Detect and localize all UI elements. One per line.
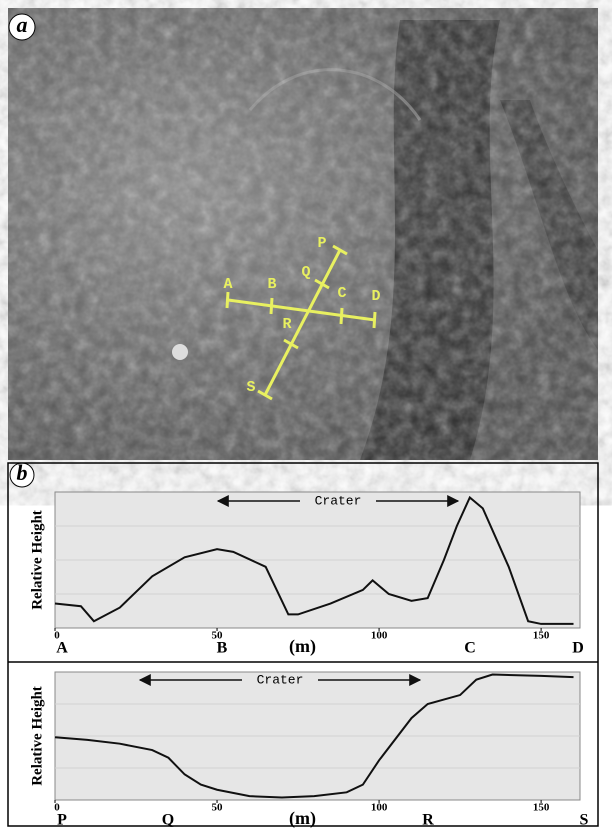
image-label: D bbox=[371, 288, 380, 305]
panel-badge bbox=[8, 13, 36, 41]
profile-line bbox=[54, 673, 574, 799]
image-label: Q bbox=[301, 264, 310, 281]
x-tick-label: 100 bbox=[371, 630, 388, 642]
image-label: A bbox=[223, 276, 232, 293]
panel-label: b bbox=[17, 460, 28, 485]
profile-line bbox=[54, 495, 574, 625]
x-axis-label: (m) bbox=[289, 636, 316, 657]
y-axis-label: Relative Height bbox=[29, 510, 45, 610]
y-axis-label: Relative Height bbox=[29, 686, 45, 786]
x-axis-label: (m) bbox=[289, 808, 316, 828]
profile-marker: C bbox=[464, 640, 476, 657]
profile-marker: A bbox=[56, 640, 68, 657]
x-tick-label: 150 bbox=[533, 630, 550, 642]
x-tick-label: 50 bbox=[212, 802, 224, 814]
profile-marker: R bbox=[422, 812, 434, 828]
image-label: S bbox=[246, 379, 255, 396]
image-label: P bbox=[317, 235, 326, 252]
profile-marker: D bbox=[572, 640, 584, 657]
panel-frame bbox=[7, 462, 599, 827]
profile-marker: Q bbox=[162, 812, 174, 828]
x-tick-label: 0 bbox=[54, 802, 60, 814]
image-label: B bbox=[267, 276, 276, 293]
profile-lines bbox=[225, 244, 377, 401]
x-tick-label: 0 bbox=[54, 630, 60, 642]
panel-label: a bbox=[17, 12, 28, 37]
x-tick-label: 150 bbox=[533, 802, 550, 814]
image-label: C bbox=[337, 285, 346, 302]
surface-image bbox=[8, 8, 598, 460]
annotation: Crater bbox=[257, 672, 304, 687]
profile-marker: B bbox=[217, 640, 228, 657]
image-label: R bbox=[282, 316, 291, 333]
profile-marker: P bbox=[57, 812, 67, 828]
annotation: Crater bbox=[315, 493, 362, 508]
x-tick-label: 50 bbox=[212, 630, 224, 642]
x-tick-label: 100 bbox=[371, 802, 388, 814]
profile-marker: S bbox=[580, 812, 589, 828]
